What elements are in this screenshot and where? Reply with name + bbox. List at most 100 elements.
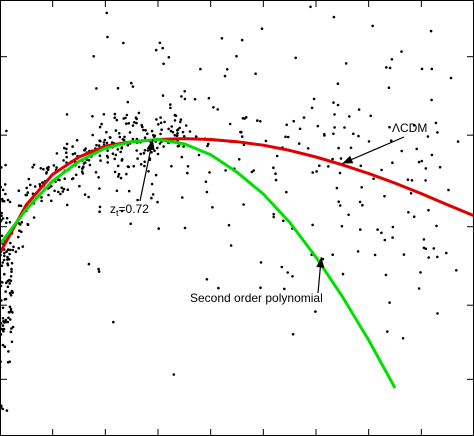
- data-point: [98, 154, 102, 157]
- data-point: [216, 108, 219, 111]
- data-point: [10, 267, 13, 271]
- data-point: [160, 128, 163, 131]
- data-point: [173, 119, 177, 122]
- data-point: [227, 223, 231, 227]
- data-point: [390, 58, 394, 61]
- data-point: [371, 24, 375, 28]
- data-point: [106, 161, 109, 164]
- data-point: [336, 103, 340, 107]
- data-point: [312, 97, 316, 101]
- data-point: [347, 213, 350, 217]
- data-point: [384, 273, 388, 277]
- data-point: [309, 5, 312, 9]
- data-point: [62, 187, 66, 191]
- data-point: [5, 129, 8, 133]
- zt-value: =0.72: [119, 202, 150, 216]
- data-point: [229, 244, 233, 247]
- data-point: [126, 165, 130, 168]
- data-point: [204, 180, 208, 183]
- data-point: [1, 188, 5, 192]
- data-point: [115, 118, 119, 122]
- data-point: [103, 138, 107, 142]
- data-point: [70, 177, 74, 181]
- data-point: [181, 130, 185, 134]
- data-point: [3, 254, 6, 258]
- data-point: [91, 133, 94, 137]
- data-point: [272, 166, 275, 169]
- data-point: [343, 126, 346, 129]
- data-point: [62, 159, 65, 162]
- data-point: [283, 287, 286, 291]
- data-point: [131, 137, 135, 141]
- data-point: [286, 271, 290, 274]
- data-point: [314, 310, 317, 313]
- data-point: [106, 156, 110, 159]
- data-point: [2, 329, 5, 333]
- data-point: [130, 81, 133, 85]
- data-point: [331, 157, 334, 161]
- data-point: [105, 141, 109, 145]
- data-point: [113, 157, 116, 161]
- data-point: [162, 145, 165, 148]
- data-point: [100, 122, 103, 126]
- data-point: [1, 343, 5, 347]
- data-point: [98, 205, 102, 209]
- data-point: [112, 320, 115, 324]
- data-point: [42, 167, 45, 171]
- data-point: [14, 250, 18, 253]
- data-point: [264, 139, 268, 143]
- data-point: [77, 165, 81, 169]
- data-point: [65, 147, 68, 151]
- data-point: [417, 287, 421, 290]
- data-point: [159, 132, 162, 136]
- data-point: [116, 164, 120, 168]
- data-point: [150, 182, 154, 186]
- data-point: [17, 246, 21, 250]
- data-point: [259, 286, 262, 290]
- data-point: [1, 407, 5, 411]
- data-point: [361, 203, 364, 207]
- data-point: [259, 120, 262, 123]
- data-point: [65, 113, 69, 116]
- data-point: [127, 122, 131, 125]
- data-point: [430, 153, 434, 157]
- data-point: [125, 113, 129, 117]
- data-point: [311, 223, 314, 227]
- data-point: [98, 139, 101, 142]
- data-point: [424, 179, 427, 182]
- data-point: [1, 281, 4, 284]
- data-point: [8, 252, 11, 256]
- data-point: [63, 146, 66, 150]
- data-point: [179, 120, 182, 124]
- data-point: [116, 148, 120, 151]
- lcdm-label: ΛCDM: [392, 121, 427, 135]
- data-point: [240, 38, 244, 42]
- data-point: [57, 190, 60, 194]
- data-point: [401, 337, 405, 340]
- data-point: [316, 124, 320, 128]
- data-point: [240, 135, 244, 138]
- data-point: [80, 170, 84, 173]
- data-point: [87, 195, 90, 199]
- data-point: [274, 172, 277, 175]
- data-point: [367, 140, 371, 143]
- data-point: [0, 328, 4, 331]
- data-point: [167, 127, 170, 131]
- data-point: [129, 222, 132, 226]
- data-point: [113, 112, 117, 116]
- data-point: [10, 327, 13, 330]
- data-point: [1, 324, 5, 327]
- data-point: [19, 204, 23, 208]
- data-point: [244, 116, 248, 119]
- data-point: [65, 142, 69, 146]
- data-point: [114, 129, 118, 132]
- data-point: [205, 278, 209, 281]
- data-point: [143, 164, 146, 168]
- data-point: [24, 193, 28, 197]
- data-point: [117, 132, 121, 135]
- data-point: [294, 56, 298, 60]
- data-point: [82, 162, 86, 165]
- data-point: [178, 126, 181, 130]
- curves-layer: [0, 137, 474, 389]
- data-point: [182, 145, 185, 148]
